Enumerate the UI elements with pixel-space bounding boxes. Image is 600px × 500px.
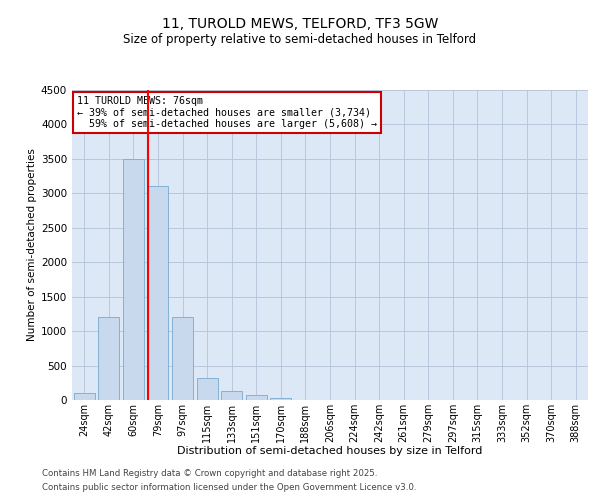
Bar	[197, 378, 218, 400]
Text: 11, TUROLD MEWS, TELFORD, TF3 5GW: 11, TUROLD MEWS, TELFORD, TF3 5GW	[162, 18, 438, 32]
Bar	[271, 398, 292, 400]
Y-axis label: Number of semi-detached properties: Number of semi-detached properties	[27, 148, 37, 342]
Bar	[123, 159, 144, 400]
X-axis label: Distribution of semi-detached houses by size in Telford: Distribution of semi-detached houses by …	[178, 446, 482, 456]
Text: Contains public sector information licensed under the Open Government Licence v3: Contains public sector information licen…	[42, 484, 416, 492]
Bar	[172, 318, 193, 400]
Text: Contains HM Land Registry data © Crown copyright and database right 2025.: Contains HM Land Registry data © Crown c…	[42, 468, 377, 477]
Bar	[148, 186, 169, 400]
Text: Size of property relative to semi-detached houses in Telford: Size of property relative to semi-detach…	[124, 32, 476, 46]
Bar	[74, 393, 95, 400]
Bar	[98, 318, 119, 400]
Bar	[246, 395, 267, 400]
Bar	[221, 391, 242, 400]
Text: 11 TUROLD MEWS: 76sqm
← 39% of semi-detached houses are smaller (3,734)
  59% of: 11 TUROLD MEWS: 76sqm ← 39% of semi-deta…	[77, 96, 377, 130]
